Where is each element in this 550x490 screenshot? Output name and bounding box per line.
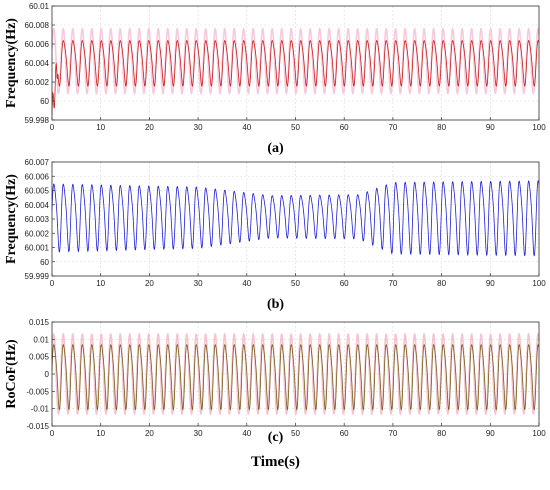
x-tick-label: 60 [340, 429, 349, 438]
y-tick-label: 0.015 [29, 318, 50, 327]
x-tick-label: 30 [194, 123, 203, 132]
y-tick-label: 0 [45, 370, 50, 379]
x-tick-label: 50 [291, 279, 300, 288]
y-tick-label: -0.01 [31, 405, 50, 414]
x-tick-label: 10 [96, 429, 105, 438]
y-tick-label: -0.015 [26, 422, 49, 431]
y-axis-label: RoCoF(Hz) [4, 339, 19, 409]
y-tick-label: 59.998 [25, 116, 50, 125]
panel-3: 0 10 20 30 40 50 60 70 80 90 100 -0.015 -0.01 -0.005 0… [4, 318, 546, 470]
series-line-1 [51, 39, 540, 116]
y-tick-label: 0.01 [33, 335, 49, 344]
x-tick-label: 90 [486, 279, 495, 288]
panel-2: 0 10 20 30 40 50 60 70 80 90 100 59.999 60 60.001 60.0… [4, 158, 546, 312]
x-tick-label: 90 [486, 123, 495, 132]
x-tick-label: 0 [50, 429, 55, 438]
series-band-1 [51, 27, 540, 95]
x-tick-label: 10 [96, 123, 105, 132]
y-tick-label: 60.001 [25, 244, 50, 253]
x-tick-label: 40 [242, 123, 251, 132]
y-tick-label: 60.003 [25, 215, 50, 224]
x-tick-label: 20 [145, 123, 154, 132]
x-tick-label: 40 [242, 279, 251, 288]
series-band-3 [51, 332, 540, 416]
x-tick-label: 70 [388, 123, 397, 132]
y-tick-label: 60.005 [25, 187, 50, 196]
y-tick-label: 60.008 [25, 21, 50, 30]
x-tick-label: 60 [340, 123, 349, 132]
y-tick-label: 60 [40, 258, 49, 267]
x-tick-label: 0 [50, 279, 55, 288]
x-tick-label: 80 [437, 429, 446, 438]
x-tick-label: 70 [388, 429, 397, 438]
x-tick-label: 80 [437, 123, 446, 132]
x-tick-label: 80 [437, 279, 446, 288]
y-tick-label: 60.002 [25, 78, 50, 87]
x-tick-label: 30 [194, 279, 203, 288]
y-tick-label: 0.005 [29, 353, 50, 362]
x-tick-label: 70 [388, 279, 397, 288]
y-tick-label: -0.005 [26, 387, 49, 396]
x-tick-label: 90 [486, 429, 495, 438]
panel-label: (c) [268, 430, 284, 445]
x-tick-label: 20 [145, 279, 154, 288]
x-tick-label: 100 [532, 429, 546, 438]
y-axis-label: Frequency(Hz) [4, 174, 19, 264]
series-line-3 [51, 343, 540, 411]
x-tick-label: 50 [291, 123, 300, 132]
y-tick-label: 60.006 [25, 172, 50, 181]
y-tick-label: 59.999 [25, 272, 50, 281]
series-line-2 [51, 180, 540, 257]
y-tick-label: 60.01 [29, 2, 50, 11]
y-tick-label: 60.002 [25, 229, 50, 238]
y-tick-label: 60.007 [25, 158, 50, 167]
x-tick-label: 0 [50, 123, 55, 132]
x-tick-label: 10 [96, 279, 105, 288]
y-tick-label: 60.004 [25, 59, 50, 68]
y-tick-label: 60 [40, 97, 49, 106]
x-tick-label: 100 [532, 279, 546, 288]
x-tick-label: 50 [291, 429, 300, 438]
panel-label: (b) [267, 297, 284, 312]
panel-1: 0 10 20 30 40 50 60 70 80 90 100 59.998 60 60.002 60.0… [4, 2, 546, 156]
x-tick-label: 40 [242, 429, 251, 438]
y-tick-label: 60.004 [25, 201, 50, 210]
panel-label: (a) [267, 141, 284, 156]
x-tick-label: 60 [340, 279, 349, 288]
x-tick-label: 30 [194, 429, 203, 438]
x-tick-label: 20 [145, 429, 154, 438]
y-axis-label: Frequency(Hz) [4, 18, 19, 108]
x-tick-label: 100 [532, 123, 546, 132]
x-axis-label: Time(s) [251, 454, 300, 470]
y-tick-label: 60.006 [25, 40, 50, 49]
